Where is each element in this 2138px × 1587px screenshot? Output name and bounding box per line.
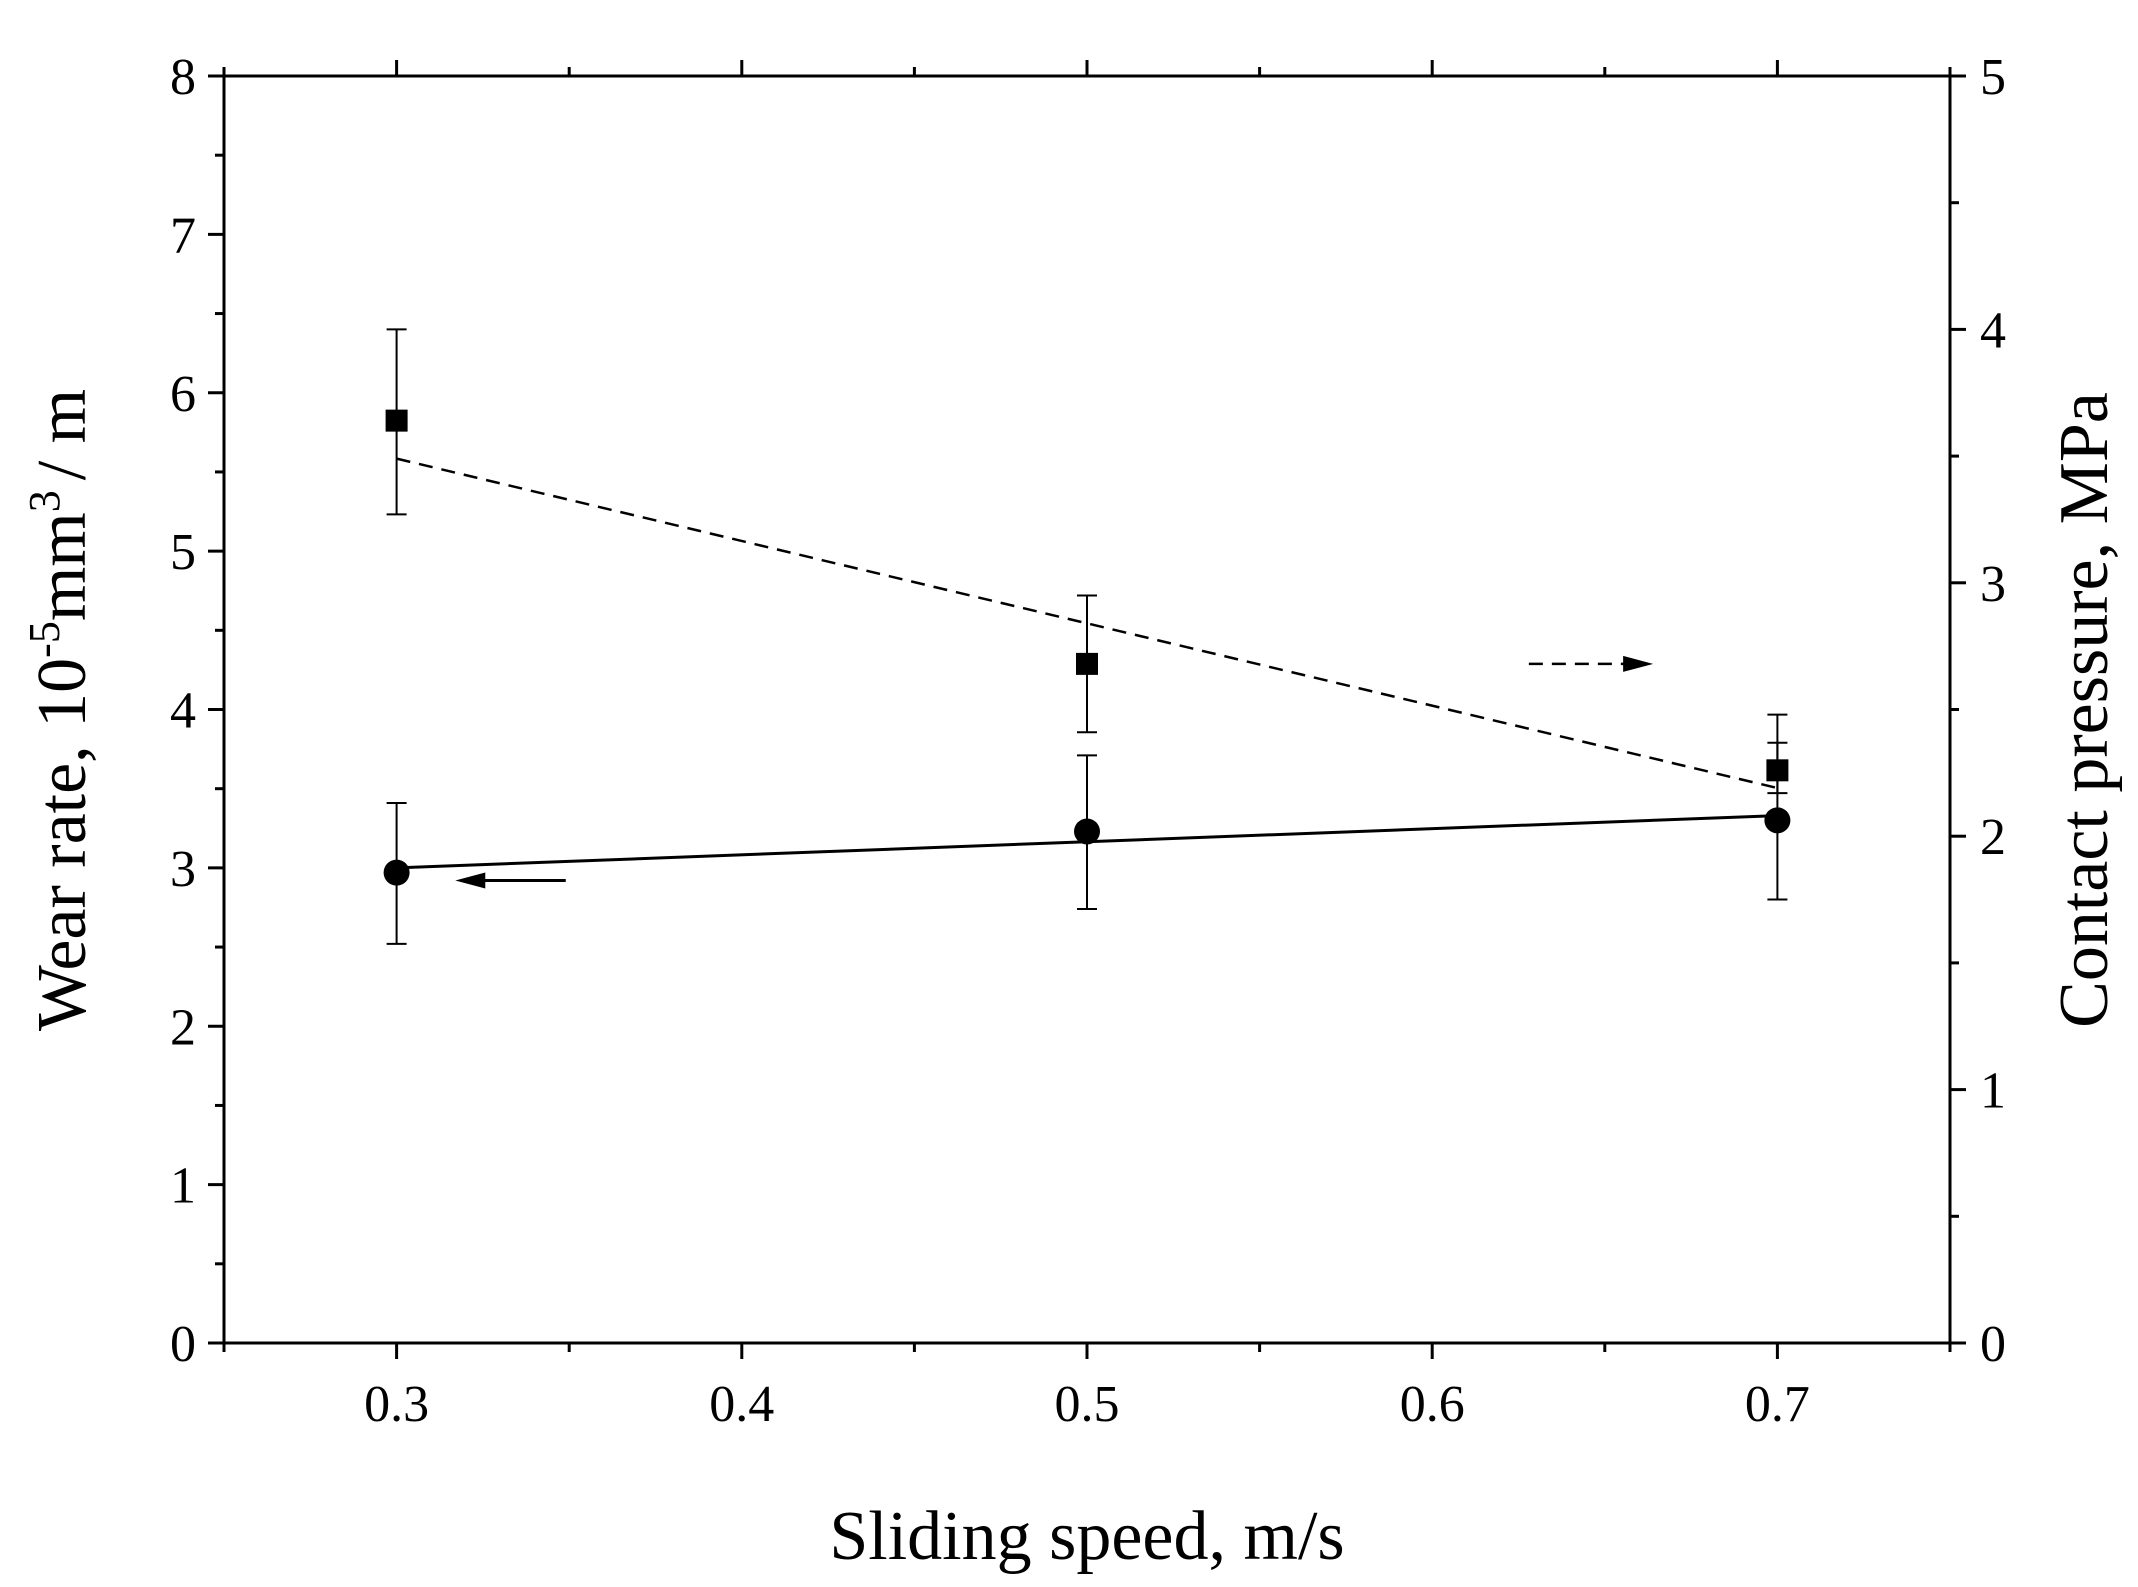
x-tick-label-1: 0.4 bbox=[709, 1376, 774, 1433]
indicator-arrows bbox=[455, 655, 1654, 889]
y-right-tick-label-3: 3 bbox=[1980, 556, 2006, 613]
marker-circle-point-0 bbox=[383, 859, 410, 886]
marker-square-point-2 bbox=[1766, 759, 1789, 782]
errorbar-layer bbox=[386, 328, 1788, 945]
x-tick-label-4: 0.7 bbox=[1745, 1376, 1810, 1433]
y-left-title-exp2: 3 bbox=[20, 490, 69, 512]
y-right-tick-label-2: 2 bbox=[1980, 809, 2006, 866]
y-left-tick-label-4: 4 bbox=[170, 683, 196, 740]
marker-square-point-1 bbox=[1076, 652, 1098, 675]
y-left-tick-label-5: 5 bbox=[170, 524, 196, 581]
y-left-tick-label-0: 0 bbox=[170, 1316, 196, 1373]
x-tick-label-0: 0.3 bbox=[364, 1376, 429, 1433]
right-indicator-arrow-head bbox=[1623, 655, 1654, 672]
y-left-tick-label-8: 8 bbox=[170, 49, 196, 106]
y-left-tick-label-7: 7 bbox=[170, 207, 196, 264]
left-indicator-arrow-head bbox=[455, 872, 486, 889]
y-left-tick-label-1: 1 bbox=[170, 1158, 196, 1215]
y-left-tick-label-6: 6 bbox=[170, 366, 196, 423]
y-left-title-exp1: -5 bbox=[20, 621, 69, 658]
y-left-tick-label-3: 3 bbox=[170, 841, 196, 898]
y-left-title-prefix: Wear rate, 10 bbox=[24, 658, 101, 1031]
y-left-title-mid: mm bbox=[24, 512, 101, 621]
y-right-tick-label-0: 0 bbox=[1980, 1316, 2006, 1373]
y-left-title-suffix: / m bbox=[24, 389, 101, 480]
plot-frame bbox=[222, 74, 1952, 1345]
marker-circle-point-2 bbox=[1764, 807, 1791, 834]
marker-square-point-0 bbox=[385, 409, 408, 432]
x-tick-label-3: 0.6 bbox=[1400, 1376, 1465, 1433]
y-right-tick-label-4: 4 bbox=[1980, 302, 2006, 359]
y-right-tick-label-1: 1 bbox=[1980, 1063, 2006, 1120]
y-axis-left-title: Wear rate, 10-5mm3 / m bbox=[20, 389, 101, 1031]
y-axis-right-title: Contact pressure, MPa bbox=[2046, 392, 2123, 1028]
x-tick-label-2: 0.5 bbox=[1055, 1376, 1120, 1433]
y-right-tick-label-5: 5 bbox=[1980, 49, 2006, 106]
fit-line-series-1 bbox=[396, 457, 1778, 790]
y-left-tick-label-2: 2 bbox=[170, 999, 196, 1056]
ticks-layer: 0.3 0.4 0.5 0.6 0.7 0 1 2 3 4 5 6 7 8 0 1 2 3 4 5 bbox=[170, 49, 2006, 1433]
marker-layer bbox=[383, 409, 1791, 886]
marker-circle-point-1 bbox=[1074, 818, 1100, 845]
x-axis-title: Sliding speed, m/s bbox=[829, 1498, 1344, 1575]
